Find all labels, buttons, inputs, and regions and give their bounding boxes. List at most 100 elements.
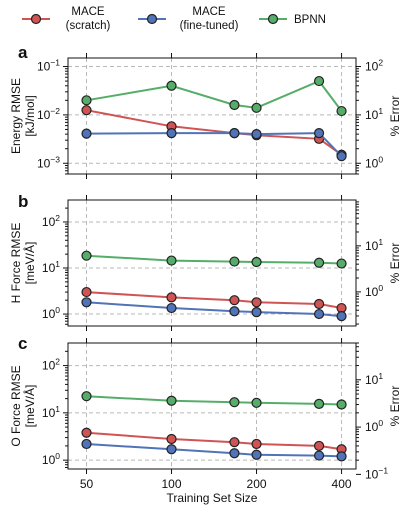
panel-a: a 10−3 10−2 10−1 100 101 102 Energy RMSE [kJ/… (9, 43, 402, 179)
data-point (229, 306, 240, 317)
data-point (229, 256, 240, 267)
data-point (313, 75, 325, 87)
legend-label: MACE (71, 6, 105, 18)
data-point (81, 286, 92, 298)
legend-entry-bpnn: BPNN (259, 13, 326, 26)
y2-axis-label: % Error (388, 243, 402, 284)
series-bpnn (81, 250, 347, 269)
plot-frame (67, 57, 357, 175)
data-point (166, 128, 177, 139)
y-axis-label: Energy RMSE (9, 78, 23, 154)
data-point (251, 297, 262, 308)
legend-entry-mace-scratch: MACE (scratch) (22, 6, 111, 32)
data-point (251, 129, 262, 140)
data-point (166, 80, 177, 91)
data-point (336, 399, 347, 410)
y2-tick-label: 101 (365, 106, 383, 122)
panel-letter: b (18, 192, 28, 211)
y2-tick-label: 102 (365, 58, 383, 74)
data-point (81, 250, 92, 261)
data-point (166, 302, 177, 314)
series-mace-fine-tuned (81, 128, 347, 162)
y-tick-label: 101 (42, 259, 60, 275)
y-tick-label: 101 (42, 404, 60, 420)
data-point (81, 105, 92, 116)
data-point (251, 102, 262, 113)
panel-c: c 50 100 200 400 100 101 102 10−1 100 101 O Force… (9, 334, 402, 491)
y2-tick-label: 101 (365, 237, 383, 253)
data-point (336, 105, 347, 117)
legend-label: (scratch) (66, 20, 111, 32)
legend: MACE (scratch) MACE (fine-tuned) BPNN (22, 6, 326, 32)
x-tick-label: 50 (80, 477, 94, 491)
panel-letter: c (18, 334, 27, 353)
data-point (251, 449, 262, 460)
y2-tick-label: 10−1 (365, 465, 388, 481)
data-point (229, 437, 240, 448)
series-mace-fine-tuned (81, 297, 347, 322)
data-point (229, 295, 240, 306)
y2-tick-label: 100 (365, 283, 383, 299)
y-axis-label-units: [meV/Å] (22, 242, 37, 285)
x-tick-label: 200 (247, 477, 267, 491)
data-point (251, 307, 262, 318)
data-point (336, 258, 347, 269)
x-axis-label: Training Set Size (167, 491, 258, 505)
data-point (229, 397, 240, 408)
data-point (81, 438, 92, 450)
y-tick-label: 10−3 (37, 154, 60, 170)
y-axis-label: O Force RMSE (9, 365, 23, 446)
data-point (336, 311, 347, 322)
data-point (166, 292, 177, 303)
data-point (81, 427, 92, 438)
data-point (166, 433, 177, 445)
series-line (86, 79, 343, 112)
data-point (313, 440, 325, 452)
legend-label: (fine-tuned) (180, 20, 239, 32)
legend-label: BPNN (294, 14, 326, 26)
y-axis-label-units: [kJ/mol] (23, 95, 37, 136)
data-point (81, 95, 92, 106)
data-point (313, 308, 325, 320)
series-bpnn (81, 391, 347, 410)
data-point (81, 391, 92, 402)
series-line (86, 254, 342, 265)
y-tick-label: 100 (42, 451, 60, 467)
data-point (313, 128, 325, 139)
y-tick-label: 102 (42, 357, 60, 373)
data-point (81, 297, 92, 308)
data-point (229, 448, 240, 459)
y-tick-label: 100 (42, 305, 60, 321)
y2-axis-label: % Error (388, 96, 402, 137)
data-point (251, 256, 262, 268)
y-tick-label: 10−2 (37, 106, 60, 122)
data-point (81, 128, 92, 139)
series-line (86, 395, 342, 406)
data-point (166, 444, 177, 455)
data-point (251, 397, 262, 408)
data-point (166, 255, 177, 266)
y2-tick-label: 100 (365, 154, 383, 170)
data-point (251, 438, 262, 450)
panel-letter: a (18, 43, 28, 62)
data-point (166, 395, 177, 406)
data-point (313, 450, 325, 461)
series-mace-scratch (81, 286, 347, 314)
x-tick-label: 100 (162, 477, 182, 491)
y-axis-label-units: [meV/Å] (22, 385, 37, 428)
data-point (336, 151, 347, 162)
x-tick-label: 400 (332, 477, 352, 491)
data-point (229, 128, 240, 139)
data-point (313, 298, 325, 310)
data-point (313, 398, 325, 409)
series-mace-scratch (81, 427, 347, 455)
data-point (313, 257, 325, 268)
data-point (229, 99, 240, 111)
legend-label: MACE (192, 6, 226, 18)
y-tick-label: 102 (42, 213, 60, 229)
y-tick-label: 10−1 (37, 58, 60, 74)
series-line (86, 132, 343, 157)
legend-entry-mace-fine-tuned: MACE (fine-tuned) (138, 6, 239, 32)
y2-tick-label: 100 (365, 418, 383, 434)
